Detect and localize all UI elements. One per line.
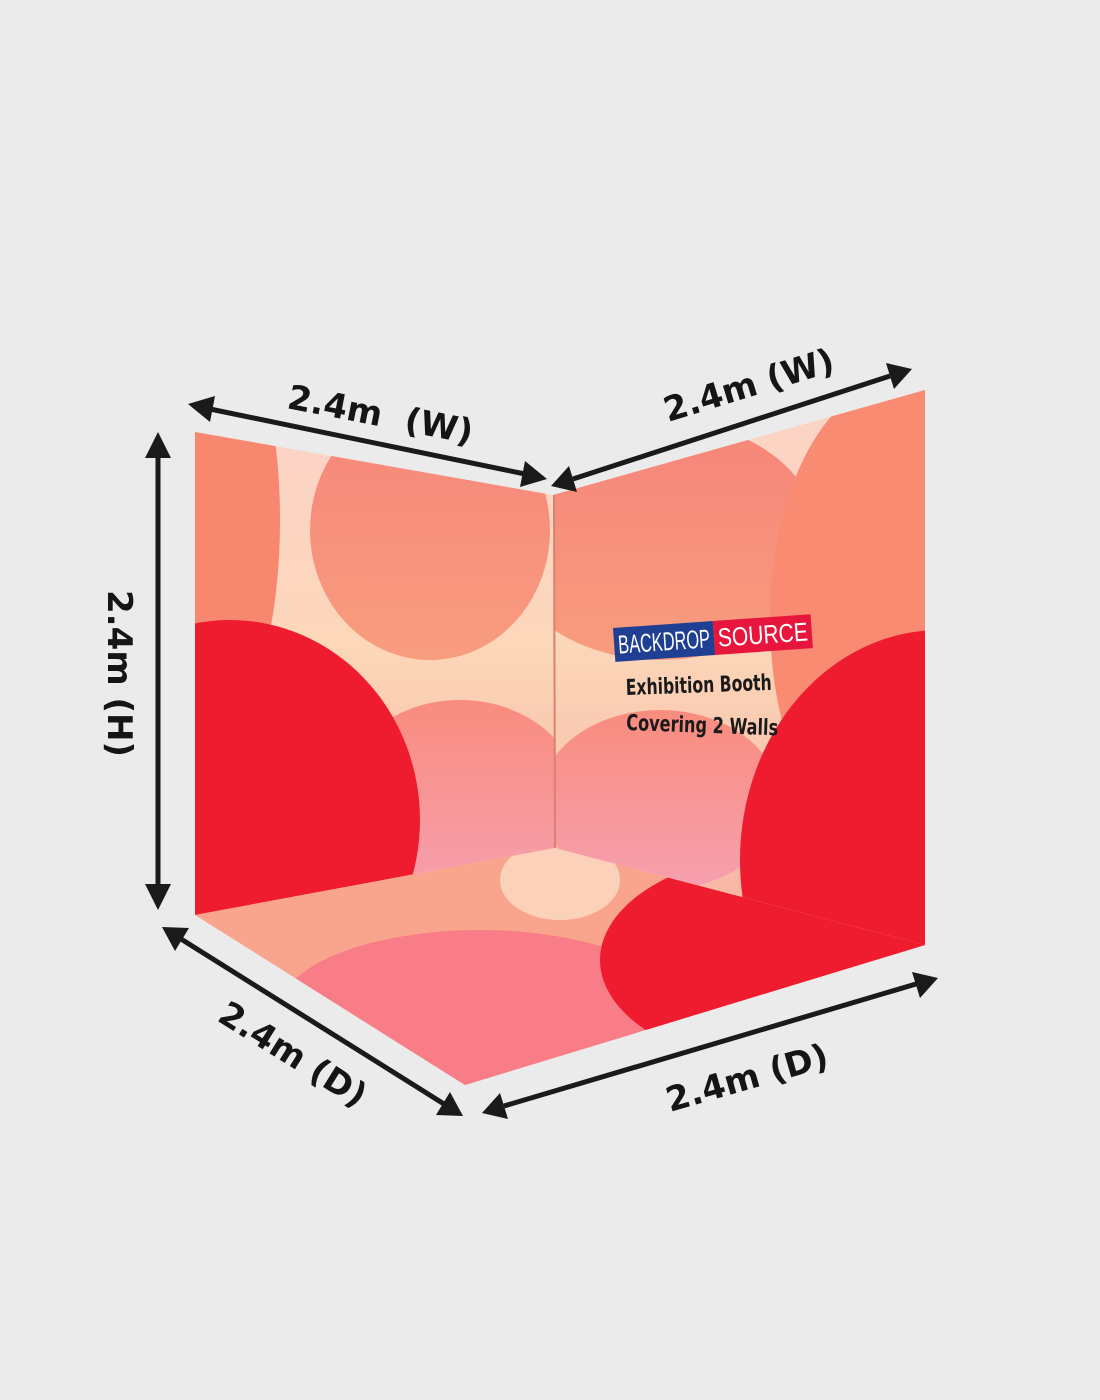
- dimension-arrows: [145, 363, 938, 1119]
- left-wall: [195, 432, 555, 915]
- width-right-arrow: [572, 373, 891, 482]
- logo-source-text: SOURCE: [717, 616, 809, 652]
- width-left-label: 2.4m (W): [284, 378, 476, 453]
- caption-line-1: Exhibition Booth: [625, 671, 772, 701]
- depth-right-arrow: [503, 981, 917, 1109]
- width-left-arrow: [209, 406, 526, 477]
- height-label: 2.4m (H): [99, 590, 139, 757]
- caption-line-2: Covering 2 Walls: [626, 711, 779, 741]
- depth-left-arrow: [179, 936, 446, 1107]
- width-right-label: 2.4m (W): [659, 341, 839, 431]
- depth-right-label: 2.4m (D): [661, 1036, 832, 1120]
- brand-logo: BACKDROP SOURCE: [613, 614, 813, 662]
- logo-backdrop-text: BACKDROP: [617, 623, 711, 659]
